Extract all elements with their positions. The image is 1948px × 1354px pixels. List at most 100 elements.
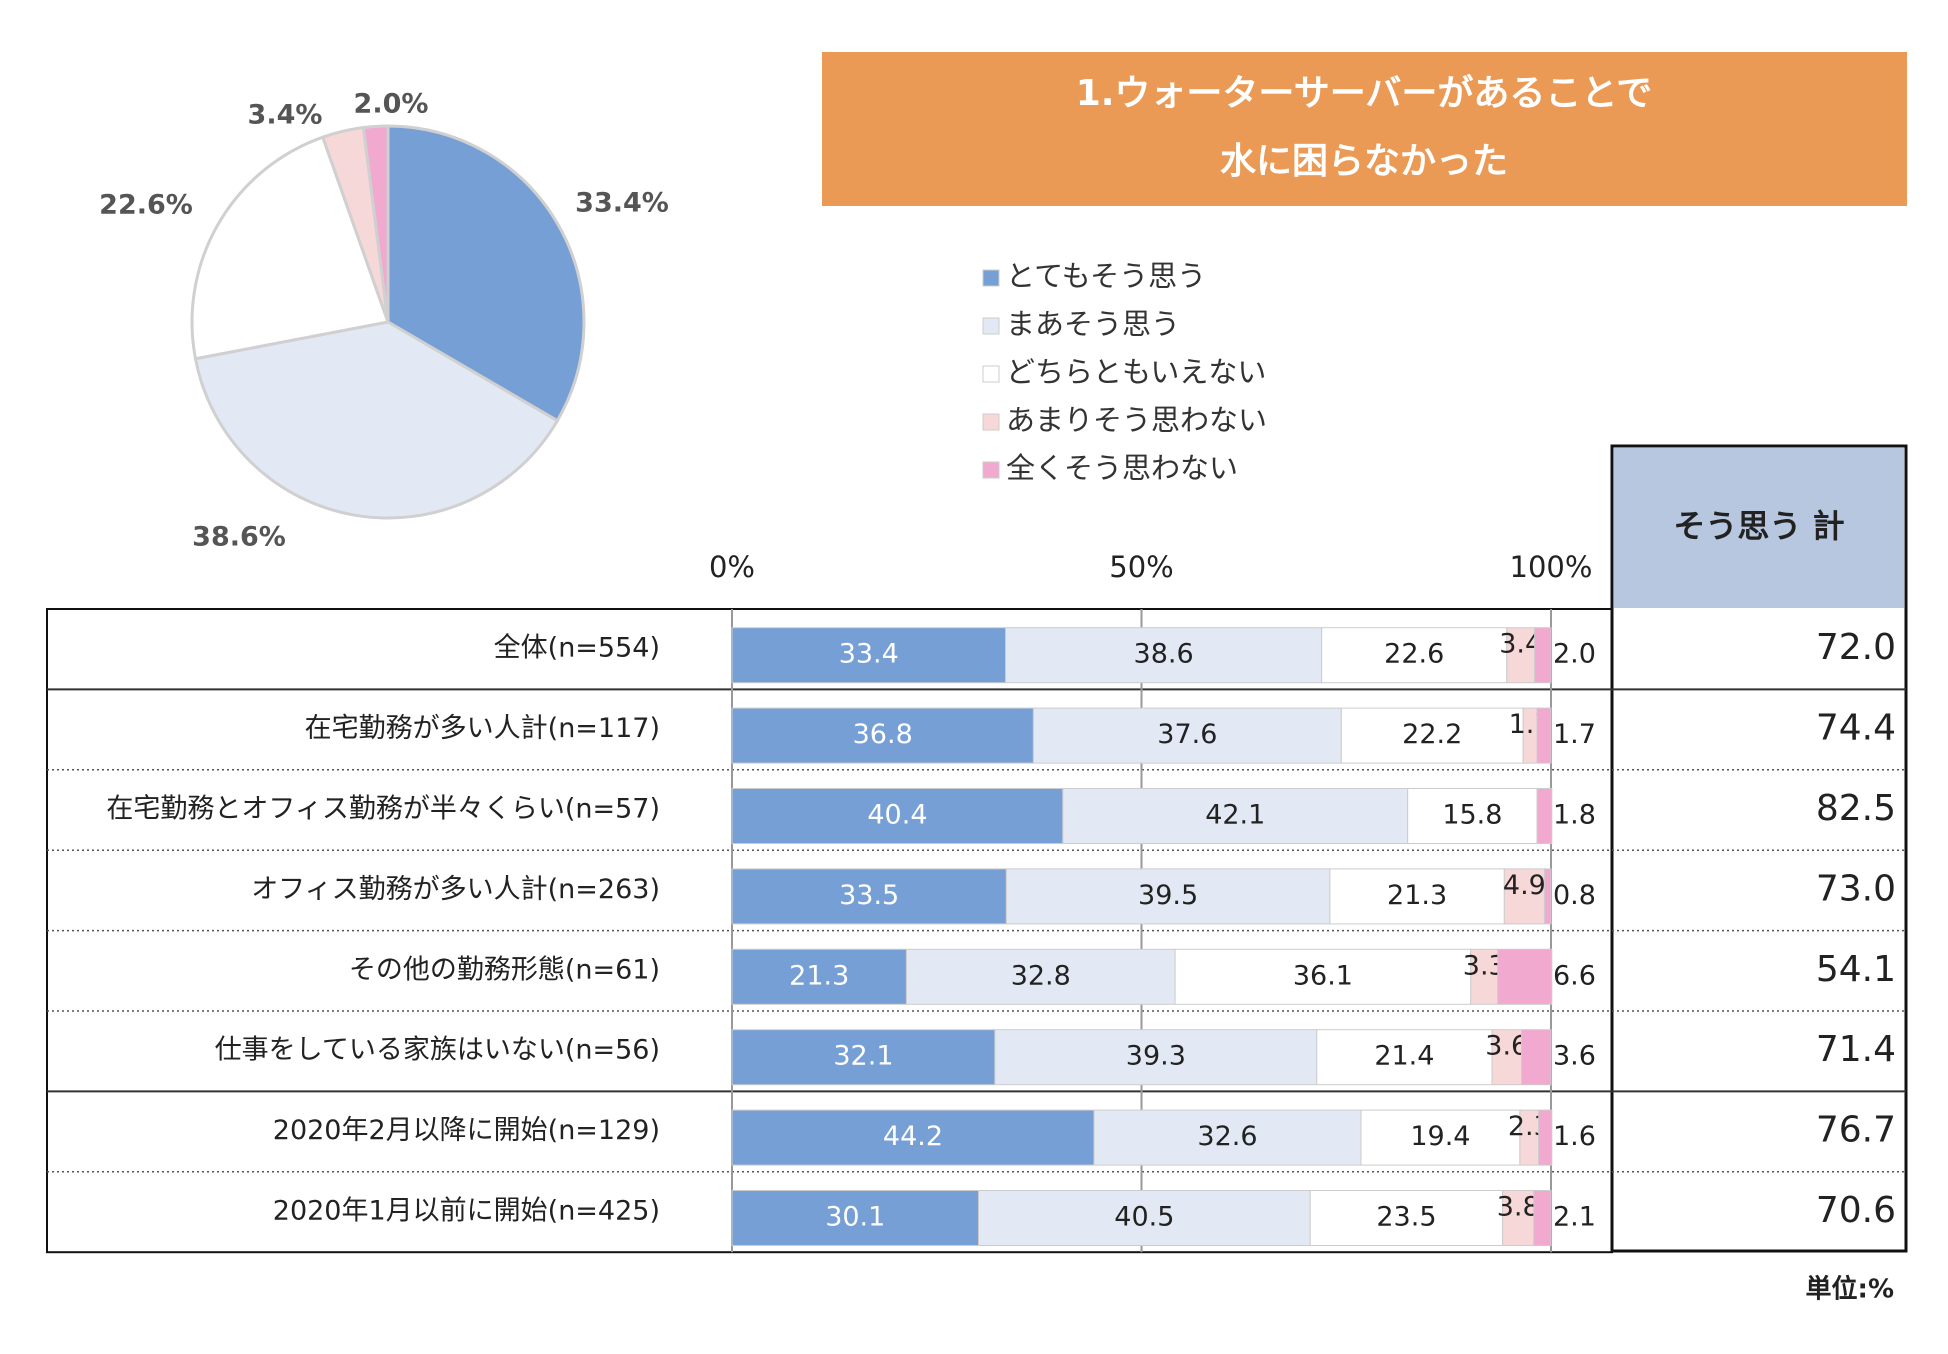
bar-value-label: 15.8: [1442, 800, 1502, 831]
bar-value-label: 30.1: [825, 1202, 885, 1233]
total-value: 54.1: [1816, 949, 1896, 990]
bar-segment: [1316, 1029, 1493, 1086]
bar-value-label: 0.8: [1553, 880, 1596, 911]
total-header-box: [1614, 448, 1904, 608]
bar-segment: [1005, 627, 1323, 684]
bar-value-label: 42.1: [1205, 800, 1265, 831]
pie-label: 33.4%: [575, 188, 669, 219]
bar-segment: [905, 948, 1176, 1005]
bar-segment: [1536, 788, 1553, 844]
x-tick-label: 50%: [1109, 550, 1173, 584]
bar-value-label: 2.0: [1553, 639, 1596, 670]
bar-segment: [1536, 707, 1552, 764]
bar-value-label: 39.5: [1138, 880, 1198, 911]
legend-swatch: [982, 461, 1000, 479]
bar-segment: [1543, 868, 1552, 925]
bar-value-label: 3.6: [1553, 1041, 1596, 1072]
bar-value-label: 36.1: [1293, 960, 1353, 991]
bar-value-label: 33.4: [839, 639, 899, 670]
bar-value-label: 39.3: [1126, 1041, 1186, 1072]
legend-label: とてもそう思う: [1006, 259, 1206, 293]
bar-segment: [1506, 627, 1536, 684]
bar-value-label: 40.5: [1114, 1202, 1174, 1233]
category-label: 在宅勤務が多い人計(n=117): [305, 713, 660, 744]
bar-segment: [1497, 948, 1553, 1005]
title-box: [822, 52, 1907, 206]
total-value: 70.6: [1816, 1190, 1896, 1231]
legend-swatch: [982, 413, 1000, 431]
bar-value-label: 38.6: [1134, 639, 1194, 670]
pie-label: 22.6%: [99, 190, 193, 221]
bar-segment: [1502, 1190, 1535, 1246]
bar-segment: [1062, 788, 1409, 844]
pie-slice: [190, 135, 390, 361]
bar-segment: [1533, 1190, 1552, 1246]
category-label: 全体(n=554): [494, 633, 660, 664]
total-value: 72.0: [1816, 627, 1896, 668]
category-label: オフィス勤務が多い人計(n=263): [251, 874, 660, 905]
bar-value-label: 32.1: [833, 1041, 893, 1072]
bar-segment: [1005, 868, 1331, 925]
unit-label: 単位:%: [1806, 1274, 1894, 1305]
bar-segment: [1321, 627, 1508, 684]
bar-value-label: 32.6: [1197, 1121, 1257, 1152]
bar-value-label: 1.7: [1553, 719, 1596, 750]
bar-value-label: 21.3: [789, 960, 849, 991]
bar-value-label: 2.1: [1553, 1202, 1596, 1233]
category-label: その他の勤務形態(n=61): [349, 954, 660, 985]
bar-segment: [1538, 1109, 1553, 1166]
bar-value-label: 33.5: [839, 880, 899, 911]
bar-value-label: 6.6: [1553, 960, 1596, 991]
bar-value-label: 32.8: [1011, 960, 1071, 991]
chart-title: 1.ウォーターサーバーがあることで: [1076, 73, 1653, 114]
bar-segment: [731, 948, 907, 1005]
pie-label: 38.6%: [192, 522, 286, 553]
bar-value-label: 21.3: [1387, 880, 1447, 911]
bar-value-label: 44.2: [883, 1121, 943, 1152]
bar-value-label: 19.4: [1410, 1121, 1470, 1152]
bar-segment: [1407, 788, 1538, 844]
pie-label: 3.4%: [248, 100, 323, 131]
bar-value-label: 23.5: [1376, 1202, 1436, 1233]
bar-segment: [1340, 707, 1524, 764]
bar-segment: [1309, 1190, 1504, 1246]
legend-label: どちらともいえない: [1006, 355, 1266, 389]
pie-slice: [361, 124, 390, 323]
chart-title: 水に困らなかった: [1220, 141, 1508, 182]
legend-swatch: [982, 269, 1000, 287]
category-label: 2020年1月以前に開始(n=425): [273, 1196, 660, 1227]
pie-slice: [386, 124, 586, 423]
legend-label: あまりそう思わない: [1006, 403, 1267, 437]
pie-label: 2.0%: [354, 89, 429, 120]
bar-segment: [731, 707, 1034, 764]
bar-value-label: 4.9: [1503, 870, 1546, 901]
bar-value-label: 36.8: [853, 719, 913, 750]
bar-segment: [731, 627, 1007, 684]
bar-value-label: 1.6: [1553, 1121, 1596, 1152]
bar-segment: [994, 1029, 1318, 1086]
total-value: 76.7: [1816, 1110, 1896, 1151]
bar-value-label: 22.2: [1402, 719, 1462, 750]
bar-value-label: 37.6: [1157, 719, 1217, 750]
bar-segment: [1470, 948, 1499, 1005]
x-tick-label: 0%: [709, 550, 755, 584]
bar-value-label: 40.4: [867, 800, 927, 831]
bar-segment: [1329, 868, 1505, 925]
total-header: そう思う 計: [1673, 507, 1844, 545]
bar-segment: [731, 1109, 1095, 1166]
bar-value-label: 1.8: [1553, 800, 1596, 831]
bar-segment: [731, 868, 1007, 925]
total-value: 74.4: [1816, 708, 1896, 749]
bar-segment: [1521, 1029, 1552, 1086]
total-value: 71.4: [1816, 1029, 1896, 1070]
bar-segment: [1093, 1109, 1362, 1166]
bar-segment: [1534, 627, 1552, 684]
bar-value-label: 21.4: [1374, 1041, 1434, 1072]
category-label: 2020年2月以降に開始(n=129): [273, 1115, 660, 1146]
bar-value-label: 22.6: [1384, 639, 1444, 670]
bar-segment: [731, 1190, 980, 1246]
bar-segment: [731, 788, 1064, 844]
bar-segment: [1174, 948, 1472, 1005]
category-label: 仕事をしている家族はいない(n=56): [215, 1035, 660, 1066]
